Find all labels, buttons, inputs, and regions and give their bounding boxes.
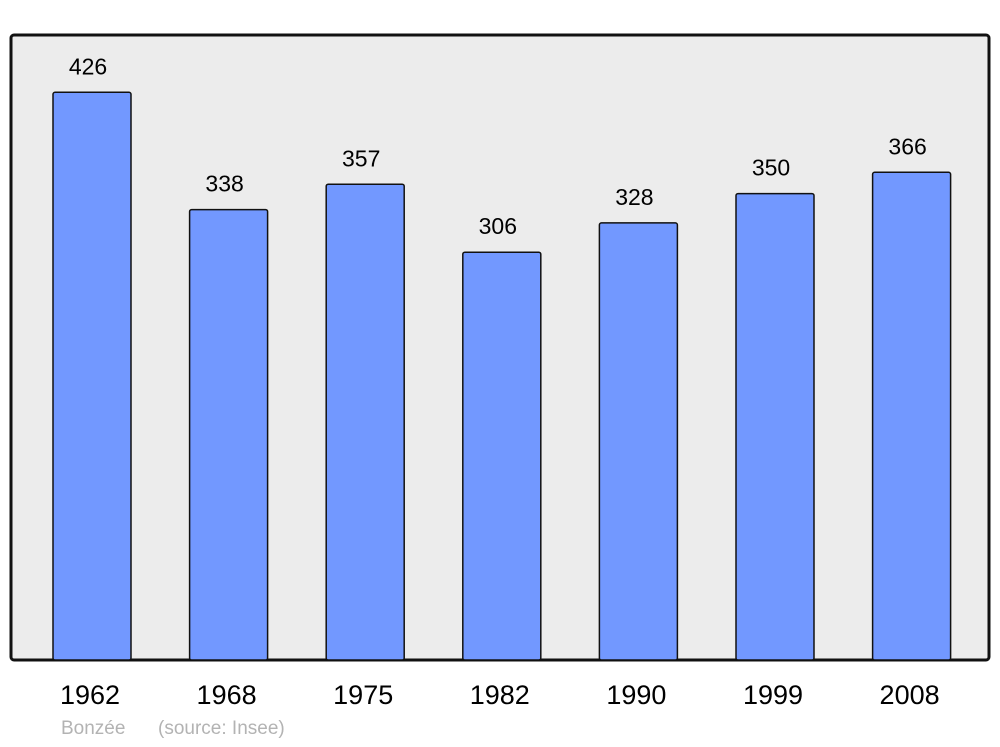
bar-1975 (325, 183, 405, 661)
x-tick-label-1999: 1999 (743, 680, 803, 710)
x-tick-label-1962: 1962 (60, 680, 120, 710)
bar-1962 (52, 91, 132, 661)
x-tick-label-2008: 2008 (880, 680, 940, 710)
data-label-1975: 357 (342, 145, 380, 171)
data-label-1990: 328 (615, 184, 653, 210)
data-label-2008: 366 (888, 133, 926, 159)
data-label-1968: 338 (205, 171, 243, 197)
bar-2008 (871, 171, 952, 661)
x-tick-label-1990: 1990 (606, 680, 666, 710)
bar-1968 (188, 208, 269, 661)
data-label-1999: 350 (752, 155, 790, 181)
x-tick-label-1982: 1982 (470, 680, 530, 710)
x-tick-label-1968: 1968 (197, 680, 257, 710)
data-label-1962: 426 (69, 53, 107, 79)
x-tick-label-1975: 1975 (333, 680, 393, 710)
footer-source: (source: Insee) (158, 718, 285, 739)
bar-1982 (462, 251, 542, 661)
bar-1990 (598, 222, 679, 661)
footer-place: Bonzée (61, 718, 126, 739)
bar-1999 (735, 192, 815, 661)
data-label-1982: 306 (479, 213, 517, 239)
